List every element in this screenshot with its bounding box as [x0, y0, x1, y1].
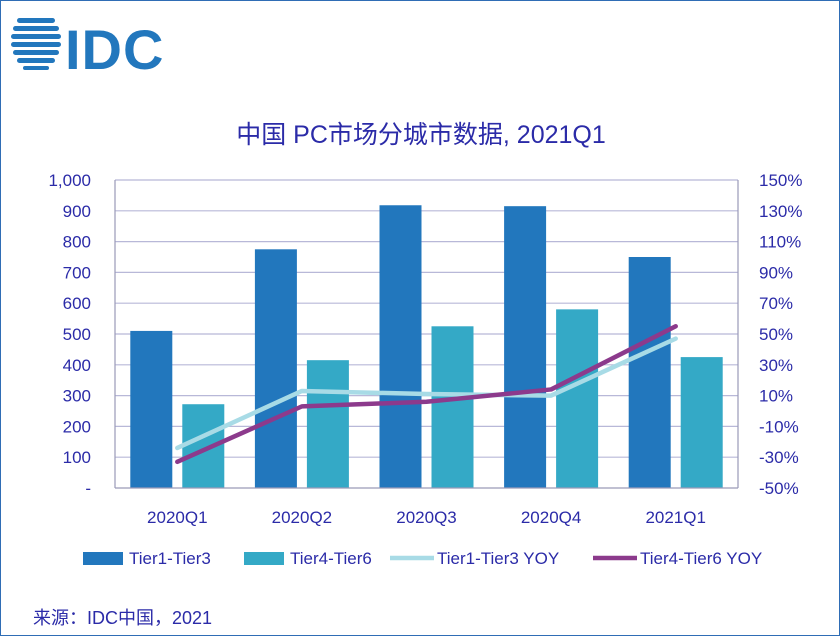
left-tick-label: 1,000 [48, 171, 91, 190]
bar-tier4-tier6 [307, 360, 349, 488]
left-tick-label: 600 [63, 294, 91, 313]
category-label: 2020Q4 [521, 508, 582, 527]
right-tick-label: 130% [759, 202, 802, 221]
legend-swatch [83, 552, 123, 565]
right-tick-label: -30% [759, 448, 799, 467]
left-tick-label: - [85, 479, 91, 498]
left-tick-label: 300 [63, 387, 91, 406]
bar-tier1-tier3 [130, 331, 172, 488]
legend-swatch [244, 552, 284, 565]
left-tick-label: 800 [63, 233, 91, 252]
source-note: 来源：IDC中国，2021 [33, 604, 212, 630]
left-tick-label: 500 [63, 325, 91, 344]
bar-tier1-tier3 [380, 205, 422, 488]
category-label: 2020Q2 [272, 508, 333, 527]
chart-canvas: IDC 中国 PC市场分城市数据, 2021Q1 - -50% 100 -30% 200… [1, 1, 839, 601]
lines [177, 326, 675, 462]
right-tick-label: 150% [759, 171, 802, 190]
logo-text: IDC [65, 18, 164, 81]
left-tick-label: 100 [63, 448, 91, 467]
category-label: 2021Q1 [645, 508, 706, 527]
legend: Tier1-Tier3 Tier4-Tier6 Tier1-Tier3 YOY Tie… [83, 549, 762, 568]
bar-tier4-tier6 [432, 326, 474, 488]
right-tick-label: -50% [759, 479, 799, 498]
chart-title: 中国 PC市场分城市数据, 2021Q1 [236, 121, 606, 149]
left-tick-label: 900 [63, 202, 91, 221]
right-tick-label: 30% [759, 356, 793, 375]
chart-frame: IDC 中国 PC市场分城市数据, 2021Q1 - -50% 100 -30% 200… [0, 0, 840, 636]
right-tick-label: 70% [759, 294, 793, 313]
category-label: 2020Q1 [147, 508, 208, 527]
right-tick-label: 90% [759, 263, 793, 282]
globe-icon [11, 18, 61, 70]
bar-tier1-tier3 [629, 257, 671, 488]
left-tick-label: 700 [63, 263, 91, 282]
right-tick-label: -10% [759, 417, 799, 436]
category-label: 2020Q3 [396, 508, 457, 527]
left-tick-label: 400 [63, 356, 91, 375]
left-tick-label: 200 [63, 417, 91, 436]
bar-tier1-tier3 [255, 249, 297, 488]
right-tick-label: 50% [759, 325, 793, 344]
idc-logo: IDC [11, 18, 164, 81]
legend-label: Tier4-Tier6 YOY [640, 549, 762, 568]
right-tick-label: 110% [759, 233, 801, 252]
line-tier1-tier3-yoy [177, 339, 675, 448]
right-tick-label: 10% [759, 387, 793, 406]
bar-tier1-tier3 [504, 206, 546, 488]
bar-tier4-tier6 [681, 357, 723, 488]
legend-label: Tier4-Tier6 [290, 549, 372, 568]
legend-label: Tier1-Tier3 YOY [437, 549, 559, 568]
legend-label: Tier1-Tier3 [129, 549, 211, 568]
bar-tier4-tier6 [556, 309, 598, 488]
